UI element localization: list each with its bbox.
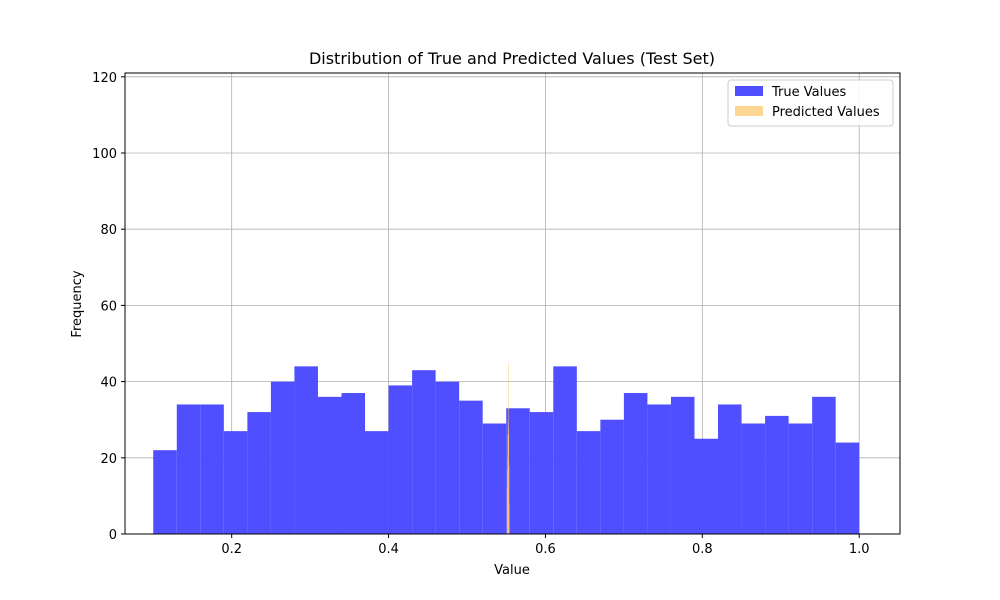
plot-frame — [124, 72, 901, 535]
true-values-bar — [247, 412, 271, 534]
true-values-bar — [412, 370, 436, 534]
legend-label-predicted-values: Predicted Values — [772, 105, 880, 120]
true-values-bar — [459, 400, 483, 534]
legend-swatch-predicted-values — [735, 106, 763, 116]
y-tick-label: 80 — [100, 223, 117, 238]
legend-swatch-true-values — [735, 86, 763, 96]
true-values-bar — [812, 396, 836, 534]
x-tick-label: 0.2 — [221, 542, 242, 557]
legend-box — [727, 79, 894, 127]
true-values-bars — [153, 366, 860, 534]
true-values-bar — [741, 423, 766, 534]
x-tick-label: 0.4 — [378, 542, 399, 557]
true-values-bar — [317, 396, 342, 534]
true-values-bar — [200, 404, 224, 534]
true-values-bar — [153, 450, 177, 534]
true-values-bar — [529, 412, 554, 534]
predicted-values-bars — [506, 362, 510, 534]
y-tick-label: 100 — [92, 147, 117, 162]
true-values-bar — [765, 415, 789, 534]
x-tick-label: 0.8 — [692, 542, 713, 557]
chart-title: Distribution of True and Predicted Value… — [309, 49, 715, 68]
true-values-bar — [435, 381, 460, 534]
true-values-bar — [600, 419, 624, 534]
true-values-bar — [388, 385, 413, 534]
y-tick-label: 20 — [100, 452, 117, 467]
legend-label-true-values: True Values — [771, 85, 846, 100]
x-axis-ticks: 0.2 0.4 0.6 0.8 1.0 — [221, 534, 870, 557]
predicted-values-bar — [508, 465, 510, 534]
predicted-values-bar — [508, 503, 510, 534]
y-tick-label: 40 — [100, 376, 117, 391]
true-values-bar — [294, 366, 318, 534]
x-tick-label: 0.6 — [535, 542, 556, 557]
true-values-bar — [647, 404, 671, 534]
true-values-bar — [623, 393, 648, 534]
x-tick-label: 1.0 — [849, 542, 870, 557]
legend: True Values Predicted Values — [727, 79, 894, 127]
y-tick-label: 120 — [92, 71, 117, 86]
true-values-bar — [670, 396, 695, 534]
true-values-bar — [576, 431, 601, 534]
x-axis-label: Value — [494, 563, 530, 578]
true-values-bar — [223, 431, 248, 534]
y-axis-ticks: 0 20 40 60 80 100 120 — [92, 71, 125, 543]
true-values-bar — [694, 438, 719, 534]
true-values-bar — [553, 366, 577, 534]
true-values-bar — [341, 393, 366, 534]
y-tick-label: 0 — [109, 528, 117, 543]
y-tick-label: 60 — [100, 299, 117, 314]
true-values-bar — [365, 431, 389, 534]
true-values-bar — [788, 423, 813, 534]
true-values-bar — [835, 442, 860, 534]
true-values-bar — [718, 404, 742, 534]
true-values-bar — [482, 423, 507, 534]
true-values-bar — [176, 404, 201, 534]
true-values-bar — [506, 408, 530, 534]
y-axis-label: Frequency — [70, 270, 85, 337]
true-values-bar — [270, 381, 295, 534]
